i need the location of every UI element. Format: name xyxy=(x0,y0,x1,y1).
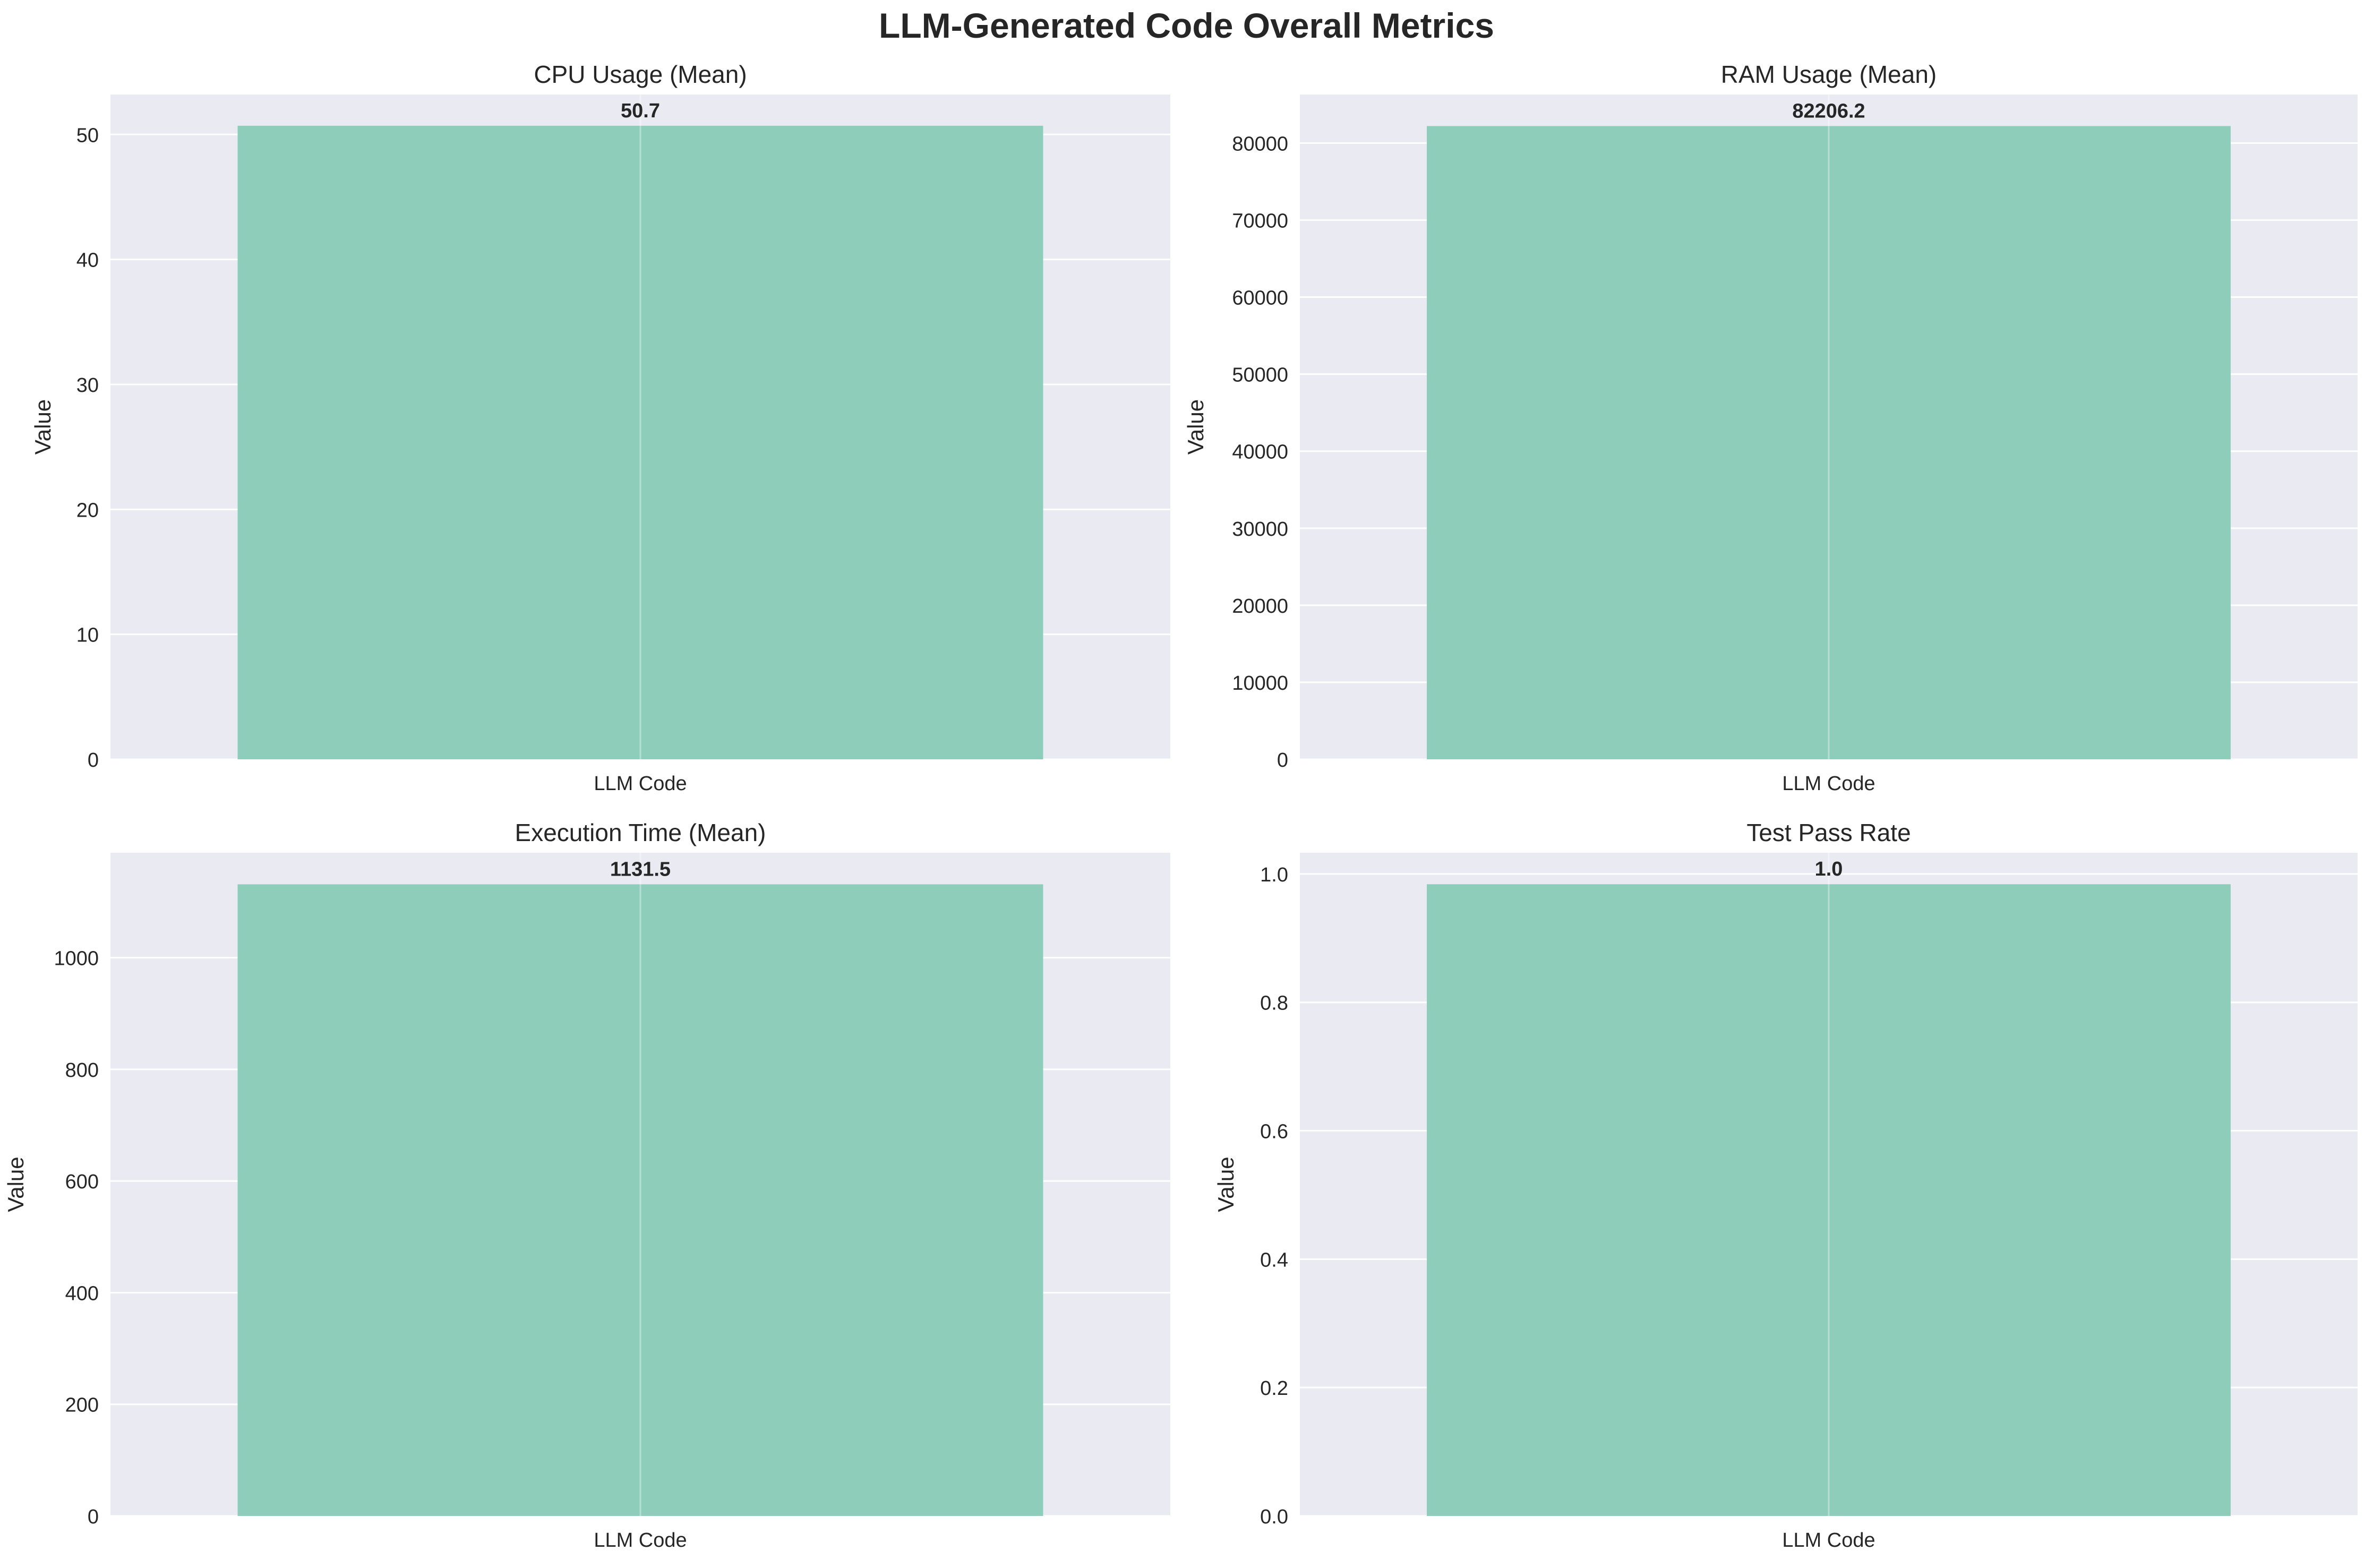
y-tick-label: 60000 xyxy=(1232,287,1288,310)
y-tick-label: 50 xyxy=(76,124,99,147)
y-tick-label: 0.6 xyxy=(1260,1121,1288,1143)
y-tick-label: 200 xyxy=(65,1394,99,1417)
y-tick-label: 1.0 xyxy=(1260,864,1288,886)
y-tick-label: 400 xyxy=(65,1282,99,1305)
y-tick-label: 0 xyxy=(88,749,99,772)
y-tick-label: 70000 xyxy=(1232,210,1288,232)
bar-value-label: 50.7 xyxy=(621,100,660,122)
bar-value-label: 1.0 xyxy=(1815,858,1843,880)
y-tick-label: 800 xyxy=(65,1059,99,1082)
y-tick-label: 600 xyxy=(65,1171,99,1193)
subplot-3: 0 200 400 600 800 1000 1131.5 LLM Code Execution… xyxy=(3,819,1170,1552)
bar xyxy=(237,125,1043,759)
subplot-title: CPU Usage (Mean) xyxy=(534,61,747,88)
bar xyxy=(237,884,1043,1516)
subplot-2: 0 10000 20000 30000 40000 50000 60000 70000 8000… xyxy=(1183,61,2358,795)
y-axis-label: Value xyxy=(30,399,55,455)
y-tick-label: 30000 xyxy=(1232,518,1288,541)
y-tick-label: 0 xyxy=(1277,749,1288,772)
y-axis-label: Value xyxy=(3,1156,28,1212)
y-tick-label: 0.4 xyxy=(1260,1249,1288,1271)
y-tick-label: 50000 xyxy=(1232,364,1288,387)
y-tick-label: 10 xyxy=(76,624,99,647)
bar xyxy=(1427,884,2231,1516)
x-tick-label: LLM Code xyxy=(1782,1529,1875,1552)
subplot-title: RAM Usage (Mean) xyxy=(1721,61,1937,88)
subplot-title: Test Pass Rate xyxy=(1746,819,1911,846)
x-tick-label: LLM Code xyxy=(1782,773,1875,795)
y-tick-label: 1000 xyxy=(54,948,99,970)
subplot-1: 0 10 20 30 40 50 50.7 LLM Code CPU Usage (Mean) V… xyxy=(30,61,1170,795)
x-tick-label: LLM Code xyxy=(594,773,687,795)
y-tick-label: 0.8 xyxy=(1260,992,1288,1015)
y-tick-label: 0.2 xyxy=(1260,1377,1288,1400)
y-tick-label: 20000 xyxy=(1232,595,1288,618)
y-tick-label: 40 xyxy=(76,250,99,272)
y-tick-label: 0.0 xyxy=(1260,1506,1288,1528)
y-tick-label: 30 xyxy=(76,374,99,397)
y-tick-label: 0 xyxy=(88,1506,99,1528)
y-tick-label: 80000 xyxy=(1232,133,1288,155)
figure-title: LLM-Generated Code Overall Metrics xyxy=(879,6,1494,45)
y-tick-label: 20 xyxy=(76,499,99,521)
bar xyxy=(1427,126,2231,760)
y-axis-label: Value xyxy=(1213,1156,1238,1212)
y-axis-label: Value xyxy=(1183,399,1208,455)
bar-value-label: 1131.5 xyxy=(610,858,671,880)
y-tick-label: 10000 xyxy=(1232,672,1288,695)
x-tick-label: LLM Code xyxy=(594,1529,687,1552)
y-tick-label: 40000 xyxy=(1232,441,1288,464)
subplot-title: Execution Time (Mean) xyxy=(515,819,766,846)
subplot-4: 0.0 0.2 0.4 0.6 0.8 1.0 1.0 LLM Code Test Pass R… xyxy=(1213,819,2358,1552)
bar-value-label: 82206.2 xyxy=(1792,100,1865,122)
